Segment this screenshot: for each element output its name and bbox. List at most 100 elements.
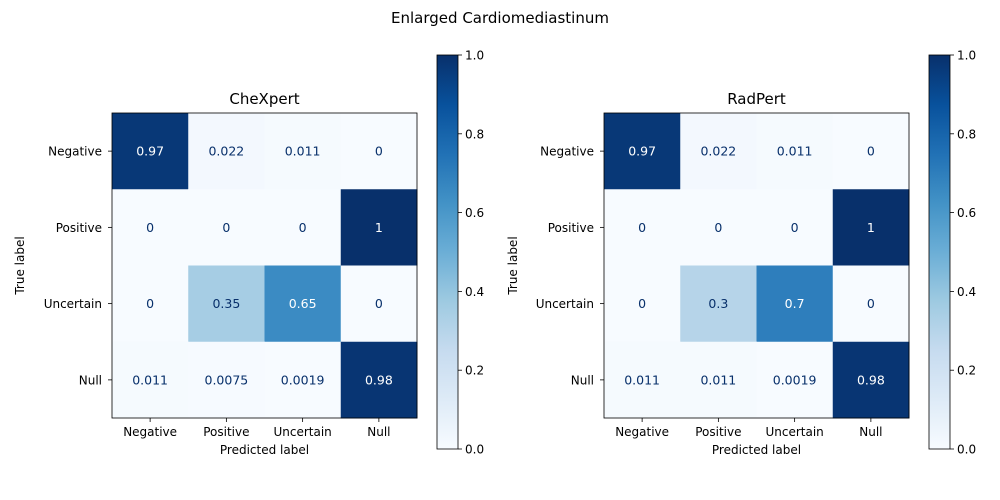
cell-value-label: 0 [222, 220, 230, 235]
matrix-cell [680, 265, 757, 343]
colorbar-tick-label: 1.0 [957, 49, 976, 63]
cell-value-label: 0.98 [365, 372, 393, 387]
x-tick-label: Uncertain [273, 425, 331, 439]
confusion-matrix-radpert: RadPert 0.97 0.022 0.011 0 0 0 0 1 0 0.3 0.7 0 0.011 0… [506, 49, 976, 458]
colorbar [437, 55, 458, 449]
cell-value-label: 1 [375, 220, 383, 235]
matrix-cell [680, 113, 757, 190]
cell-value-label: 0 [375, 296, 383, 311]
y-tick-label: Uncertain [536, 297, 594, 311]
colorbar-tick-label: 0.4 [465, 285, 484, 299]
colorbar-tick-label: 0.2 [957, 364, 976, 378]
figure-title: Enlarged Cardiomediastinum [391, 9, 609, 27]
matrix-cell [604, 113, 681, 190]
y-tick-label: Positive [56, 221, 102, 235]
x-tick-label: Uncertain [765, 425, 823, 439]
x-axis-label: Predicted label [220, 443, 309, 457]
panel-title: RadPert [727, 90, 786, 108]
matrix-cell [340, 113, 418, 190]
cell-value-label: 0 [146, 220, 154, 235]
cell-value-label: 0 [299, 220, 307, 235]
cell-value-label: 0.97 [628, 144, 656, 159]
cell-value-label: 0.0075 [205, 372, 249, 387]
colorbar-tick-label: 0.0 [957, 443, 976, 457]
matrix-cell [112, 265, 189, 343]
x-tick-label: Null [859, 425, 882, 439]
matrix-cell [756, 265, 834, 343]
cell-value-label: 0 [638, 296, 646, 311]
cell-value-label: 0.0019 [773, 372, 817, 387]
matrix-cell [832, 341, 910, 419]
cell-value-label: 0.3 [708, 296, 728, 311]
y-axis-label: True label [506, 236, 520, 295]
matrix-cell [680, 341, 757, 419]
cell-value-label: 0.011 [132, 372, 168, 387]
cell-value-label: 0.011 [285, 144, 321, 159]
matrix-cell [264, 265, 342, 343]
cell-value-label: 0.011 [700, 372, 736, 387]
x-axis-label: Predicted label [712, 443, 801, 457]
plot-frame [603, 112, 910, 419]
x-tick-label: Positive [695, 425, 741, 439]
x-tick-label: Null [367, 425, 390, 439]
panel-title: CheXpert [229, 90, 299, 108]
colorbar-tick-label: 0.0 [465, 443, 484, 457]
y-tick-label: Null [571, 373, 594, 387]
y-tick-label: Negative [540, 145, 594, 159]
y-tick-label: Uncertain [44, 297, 102, 311]
cell-value-label: 0.0019 [281, 372, 325, 387]
x-tick-label: Negative [123, 425, 177, 439]
matrix-cell [188, 113, 265, 190]
matrix-cell [832, 113, 910, 190]
colorbar [929, 55, 950, 449]
cell-value-label: 0 [146, 296, 154, 311]
cell-value-label: 1 [867, 220, 875, 235]
cell-value-label: 0 [375, 144, 383, 159]
cell-value-label: 0 [867, 144, 875, 159]
confusion-matrix-chexpert: CheXpert 0.97 0.022 0.011 0 0 0 0 1 0 0.35 0.65 0 0.0… [13, 49, 484, 458]
matrix-cell [756, 113, 834, 190]
y-axis-label: True label [13, 236, 27, 295]
colorbar-tick-label: 0.6 [957, 206, 976, 220]
y-tick-label: Negative [48, 145, 102, 159]
y-tick-label: Positive [548, 221, 594, 235]
colorbar-frame [436, 54, 459, 450]
cell-value-label: 0 [867, 296, 875, 311]
cell-value-label: 0.011 [777, 144, 813, 159]
matrix-cell [604, 265, 681, 343]
matrix-cell [264, 341, 342, 419]
matrix-cell [112, 341, 189, 419]
colorbar-tick-label: 0.8 [957, 127, 976, 141]
cell-value-label: 0.98 [857, 372, 885, 387]
cell-value-label: 0.65 [289, 296, 317, 311]
colorbar-frame [928, 54, 951, 450]
cell-value-label: 0 [791, 220, 799, 235]
x-tick-label: Positive [203, 425, 249, 439]
matrix-cell [112, 113, 189, 190]
matrix-cell [264, 113, 342, 190]
matrix-cell [832, 265, 910, 343]
matrix-cell [756, 189, 834, 266]
matrix-cell [112, 189, 189, 266]
colorbar-tick-label: 0.6 [465, 206, 484, 220]
matrix-cell [832, 189, 910, 266]
cell-value-label: 0 [714, 220, 722, 235]
cell-value-label: 0 [638, 220, 646, 235]
matrix-cell [188, 189, 265, 266]
colorbar-tick-label: 1.0 [465, 49, 484, 63]
matrix-cell [340, 265, 418, 343]
matrix-cell [604, 189, 681, 266]
matrix-cell [680, 189, 757, 266]
cell-value-label: 0.97 [136, 144, 164, 159]
colorbar-tick-label: 0.2 [465, 364, 484, 378]
cell-value-label: 0.35 [212, 296, 240, 311]
matrix-cell [188, 265, 265, 343]
matrix-cell [340, 189, 418, 266]
matrix-cell [340, 341, 418, 419]
cell-value-label: 0.022 [208, 144, 244, 159]
matrix-cell [756, 341, 834, 419]
matrix-cell [188, 341, 265, 419]
cell-value-label: 0.011 [624, 372, 660, 387]
plot-frame [111, 112, 418, 419]
